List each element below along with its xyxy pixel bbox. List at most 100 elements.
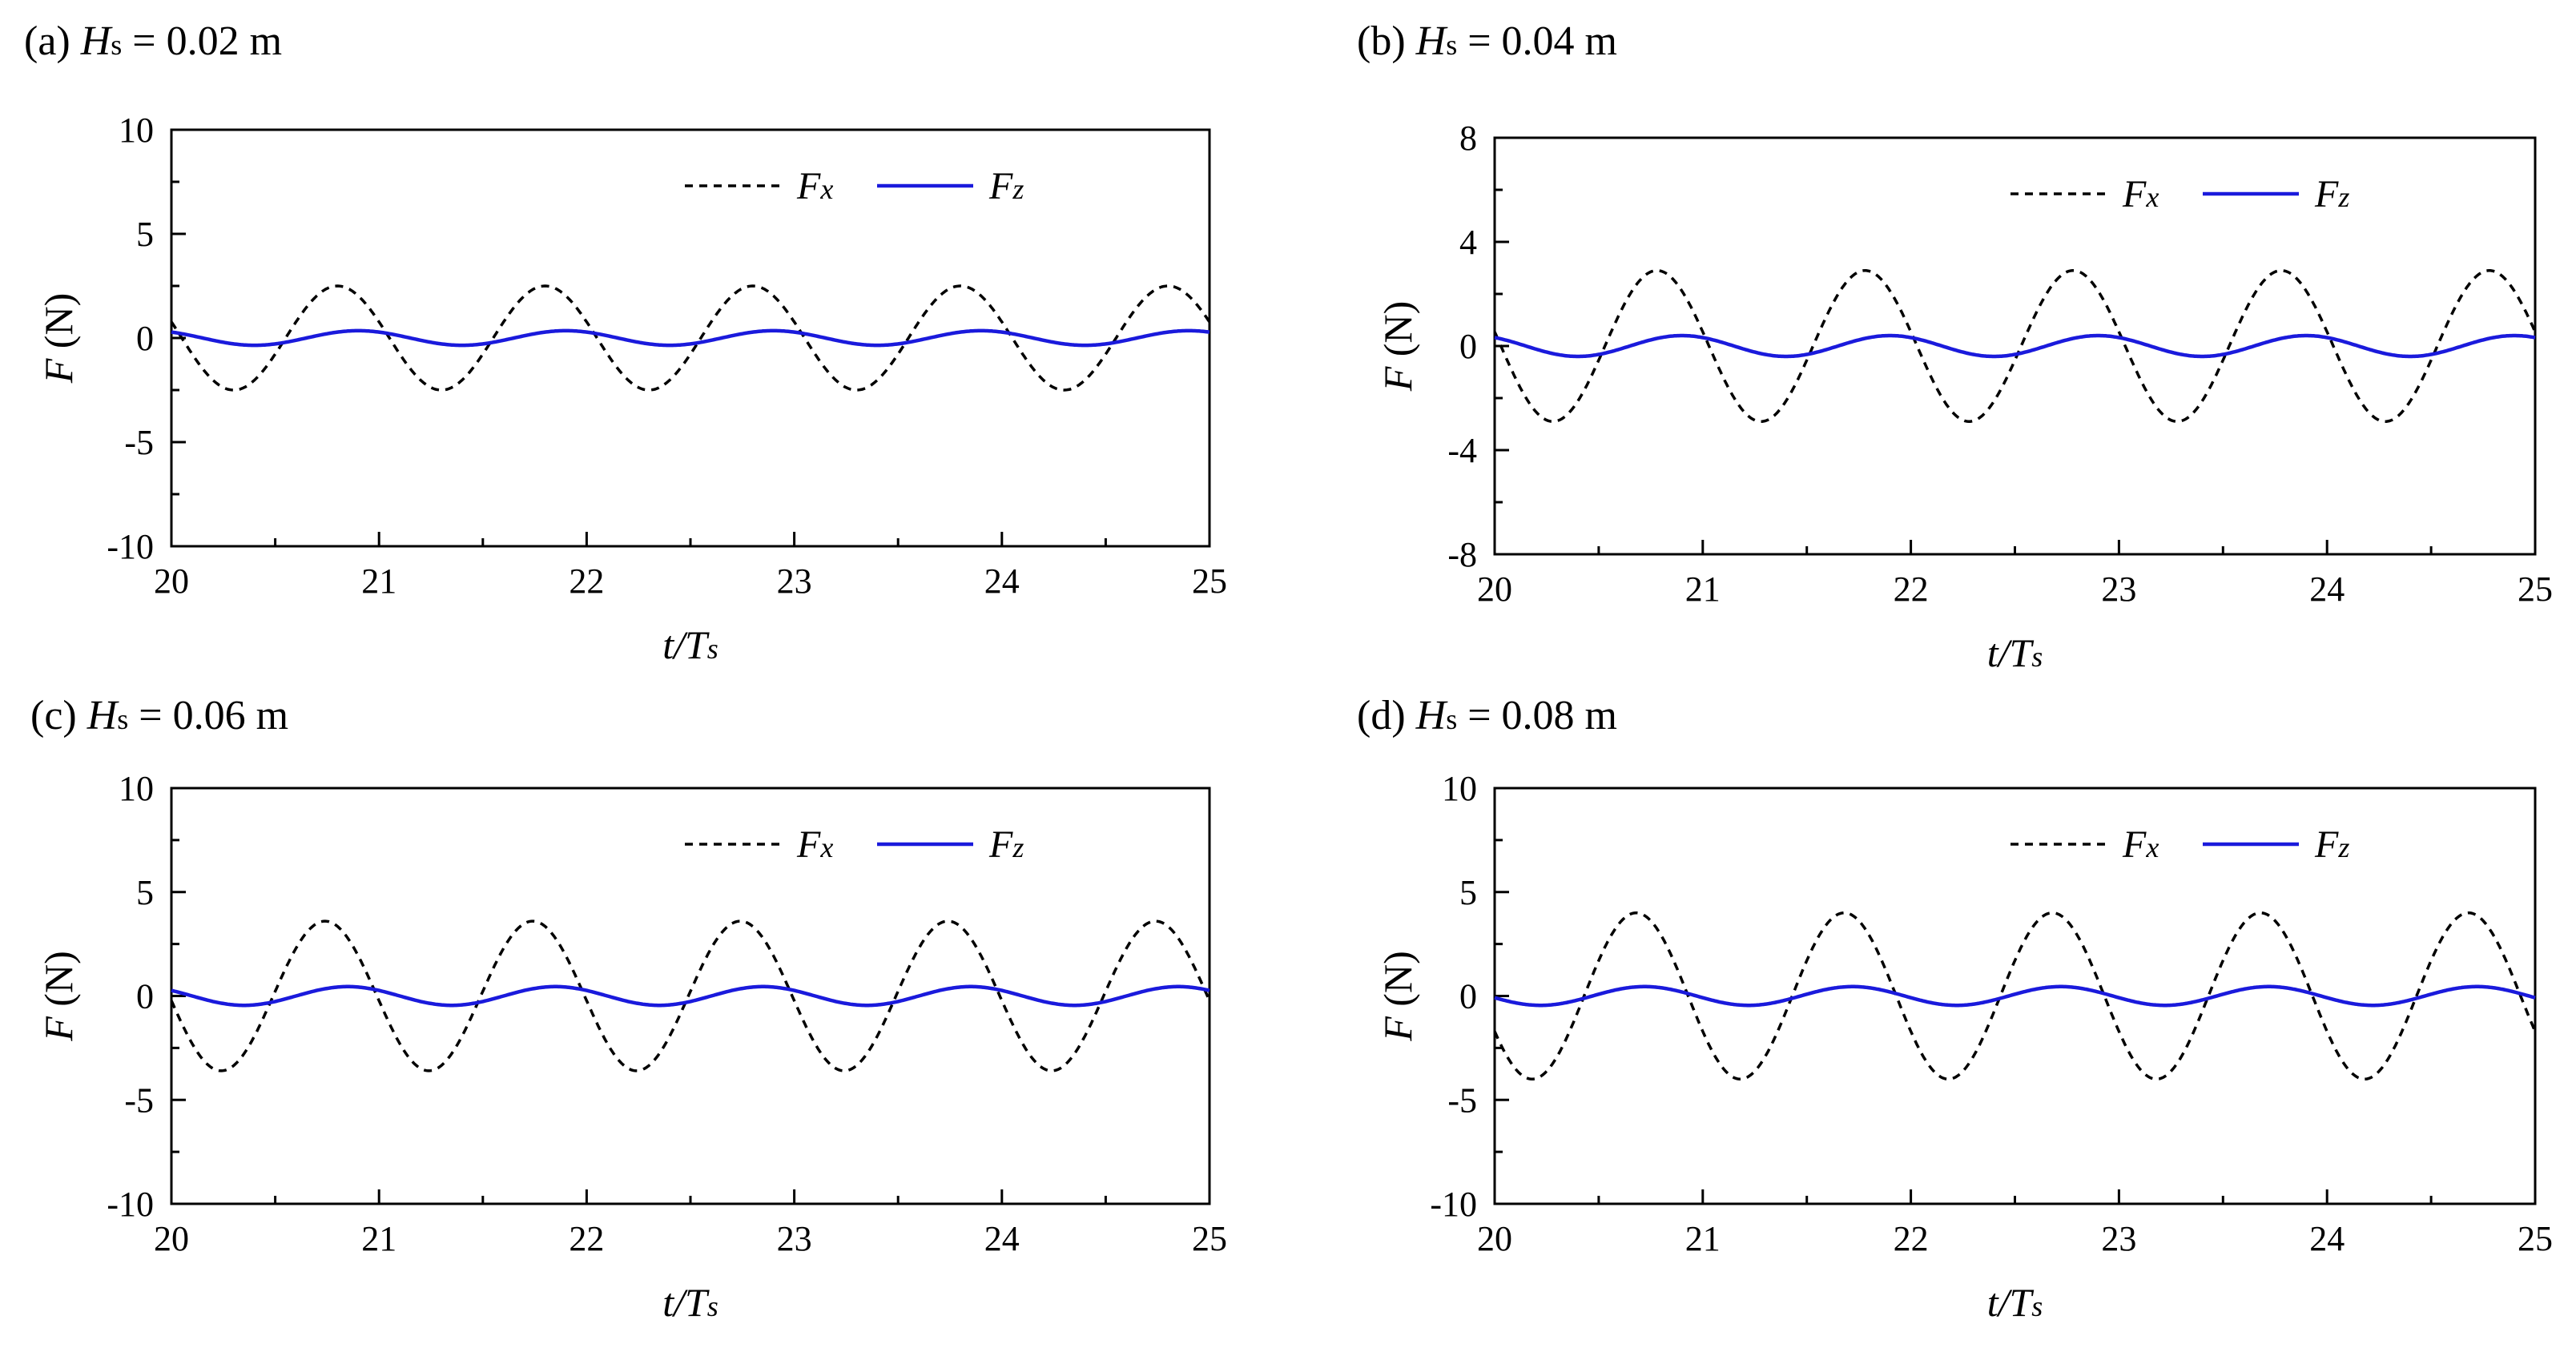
hs-symbol: H: [80, 18, 113, 64]
x-axis-var: t/T: [1987, 1280, 2035, 1325]
hs-symbol: H: [87, 693, 119, 738]
legend: Fx Fz: [2010, 823, 2349, 866]
x-axis-label: t/Ts: [662, 622, 718, 667]
x-tick-label: 20: [154, 561, 189, 601]
x-tick-label: 24: [984, 561, 1020, 601]
x-tick-label: 22: [569, 561, 604, 601]
panel-title: (d) Hs = 0.08 m: [1357, 693, 1617, 738]
legend-symbol: F: [988, 165, 1013, 207]
x-tick-label: 24: [984, 1219, 1020, 1258]
x-tick-label: 23: [2101, 569, 2136, 609]
x-tick-label: 21: [1685, 1219, 1721, 1258]
x-tick-label: 22: [1894, 1219, 1929, 1258]
legend: Fx Fz: [685, 823, 1024, 866]
legend-symbol: F: [2122, 173, 2147, 215]
y-axis-symbol: F: [1375, 366, 1420, 392]
legend-label-fz: Fz: [2314, 173, 2349, 215]
x-axis-subscript: s: [2031, 1290, 2043, 1322]
x-tick-label: 23: [777, 561, 812, 601]
legend-symbol: F: [2314, 823, 2339, 866]
legend: Fx Fz: [2010, 173, 2349, 215]
panel-title: (c) Hs = 0.06 m: [30, 693, 288, 738]
series-fz-line: [1494, 333, 2536, 359]
legend: Fx Fz: [685, 165, 1024, 207]
legend-subscript: x: [819, 173, 833, 205]
legend-subscript: x: [2145, 831, 2159, 863]
y-tick-label: -10: [107, 527, 154, 566]
y-axis-unit: (N): [36, 951, 81, 1016]
y-tick-label: -4: [1447, 431, 1477, 470]
x-tick-label: 23: [2101, 1219, 2136, 1258]
y-axis-label: F (N): [36, 293, 81, 384]
y-tick-label: 0: [1459, 327, 1477, 366]
x-tick-label: 21: [1685, 569, 1721, 609]
y-axis-symbol: F: [1375, 1016, 1420, 1042]
legend-symbol: F: [796, 165, 821, 207]
hs-value: = 0.04 m: [1457, 18, 1617, 64]
x-tick-label: 22: [1894, 569, 1929, 609]
x-axis-subscript: s: [2031, 641, 2043, 673]
panel-letter: (d): [1357, 693, 1416, 738]
x-tick-label: 25: [1192, 561, 1227, 601]
x-tick-label: 25: [2518, 569, 2553, 609]
hs-value: = 0.06 m: [128, 693, 288, 738]
series-fz-line: [171, 984, 1210, 1008]
y-axis-symbol: F: [36, 358, 81, 384]
hs-symbol: H: [1415, 18, 1448, 64]
legend-subscript: x: [2145, 181, 2159, 213]
hs-subscript: s: [117, 703, 128, 735]
x-tick-label: 20: [154, 1219, 189, 1258]
y-tick-label: 0: [136, 319, 154, 358]
x-axis-label: t/Ts: [1987, 630, 2043, 675]
legend-subscript: z: [1012, 831, 1024, 863]
series-fz-line: [171, 328, 1210, 348]
x-tick-label: 20: [1477, 1219, 1512, 1258]
x-axis-label: t/Ts: [662, 1280, 718, 1325]
legend-label-fx: Fx: [2122, 823, 2159, 866]
y-axis-unit: (N): [36, 293, 81, 359]
y-tick-label: -8: [1447, 535, 1477, 574]
y-tick-label: 0: [136, 977, 154, 1016]
y-tick-label: -5: [124, 423, 154, 462]
legend-label-fz: Fz: [2314, 823, 2349, 866]
x-axis-subscript: s: [707, 1290, 718, 1322]
plot-frame: [170, 787, 1211, 1205]
x-tick-label: 22: [569, 1219, 604, 1258]
hs-value: = 0.08 m: [1457, 693, 1617, 738]
y-axis-unit: (N): [1375, 951, 1420, 1016]
hs-value: = 0.02 m: [122, 18, 282, 64]
x-tick-label: 24: [2309, 1219, 2345, 1258]
hs-subscript: s: [1446, 29, 1457, 61]
x-tick-label: 24: [2309, 569, 2345, 609]
plot-frame: [170, 128, 1211, 548]
y-tick-label: 5: [136, 215, 154, 254]
panel-title: (b) Hs = 0.04 m: [1357, 18, 1617, 64]
y-tick-label: 5: [136, 873, 154, 912]
y-axis-unit: (N): [1375, 301, 1420, 367]
legend-subscript: z: [2337, 831, 2349, 863]
y-axis-label: F (N): [36, 951, 81, 1041]
legend-subscript: z: [1012, 173, 1024, 205]
y-axis-label: F (N): [1375, 301, 1420, 392]
hs-subscript: s: [111, 29, 122, 61]
legend-label-fx: Fx: [2122, 173, 2159, 215]
panel-letter: (b): [1357, 18, 1416, 64]
panel-title: (a) Hs = 0.02 m: [24, 18, 282, 64]
legend-label-fx: Fx: [796, 165, 833, 207]
y-tick-label: 10: [119, 111, 154, 150]
x-tick-label: 23: [777, 1219, 812, 1258]
x-tick-label: 20: [1477, 569, 1512, 609]
legend-symbol: F: [988, 823, 1013, 866]
y-tick-label: -10: [107, 1185, 154, 1224]
panel-letter: (a): [24, 18, 81, 64]
legend-subscript: x: [819, 831, 833, 863]
y-tick-label: 8: [1459, 119, 1477, 158]
legend-subscript: z: [2337, 181, 2349, 213]
legend-label-fz: Fz: [988, 165, 1024, 207]
plot-frame: [1493, 136, 2537, 556]
hs-subscript: s: [1446, 703, 1457, 735]
